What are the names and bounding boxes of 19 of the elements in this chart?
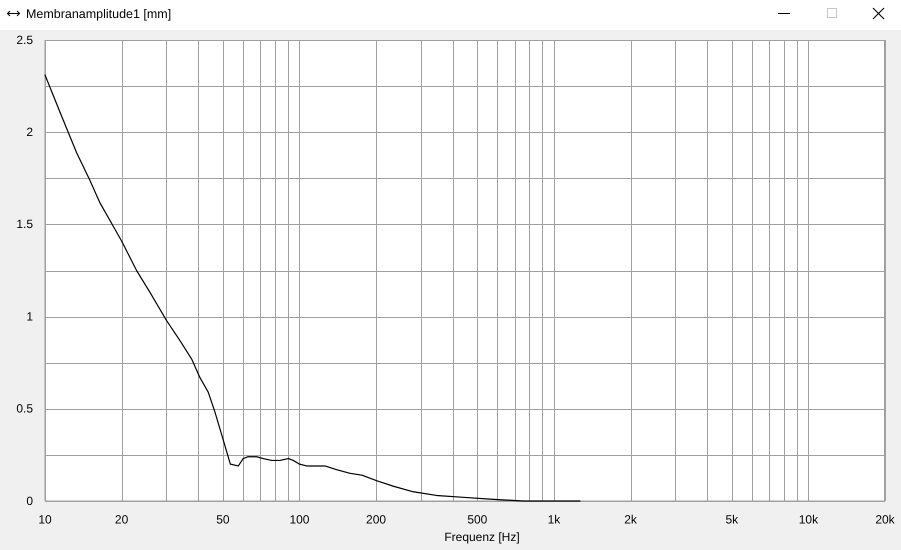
x-tick-label: 1k	[548, 512, 562, 527]
x-tick-label: 20	[114, 512, 129, 527]
y-tick-label: 0.5	[16, 402, 34, 416]
y-tick-label: 2	[26, 125, 34, 140]
x-tick-label: 20k	[875, 512, 896, 527]
x-axis-title: Frequenz [Hz]	[444, 530, 520, 544]
x-tick-label: 100	[289, 512, 310, 527]
x-tick-label: 200	[366, 512, 386, 527]
x-tick-label: 50	[216, 512, 230, 527]
chart-title: Membranamplitude1 [mm]	[26, 7, 172, 21]
x-tick-label: 10	[38, 512, 52, 527]
x-tick-label: 5k	[725, 512, 740, 527]
y-tick-label: 2.5	[16, 32, 34, 47]
x-tick-label: 10k	[798, 512, 820, 527]
x-tick-label: 500	[467, 512, 488, 527]
y-tick-label: 1.5	[16, 217, 34, 232]
y-tick-label: 0	[26, 494, 34, 508]
x-tick-label: 2k	[624, 512, 638, 527]
y-tick-label: 1	[26, 309, 34, 324]
